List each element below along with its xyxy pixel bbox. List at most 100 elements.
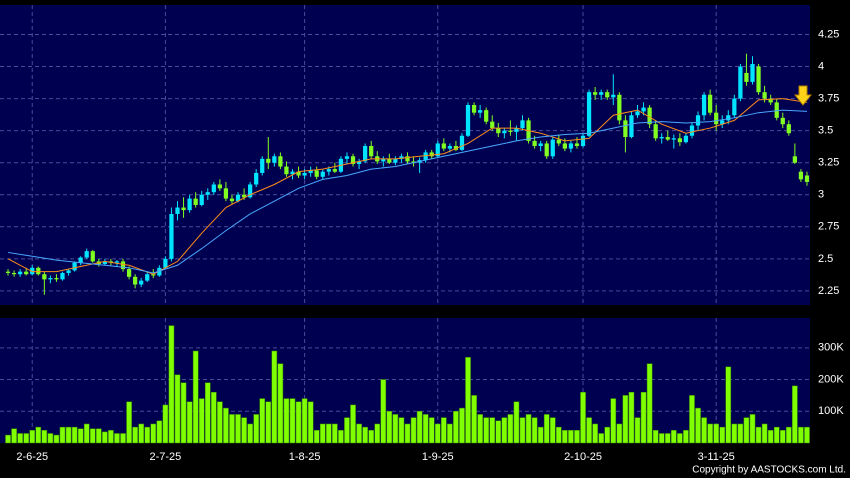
- candle-body: [344, 156, 350, 159]
- candle-body: [647, 107, 652, 125]
- candle-body: [738, 66, 743, 99]
- candle-body: [60, 272, 65, 280]
- volume-bar: [749, 414, 756, 444]
- candle-body: [369, 146, 374, 157]
- volume-bar: [646, 363, 653, 444]
- candle-body: [278, 156, 283, 167]
- volume-bar: [568, 430, 574, 444]
- candle-body: [356, 161, 362, 164]
- candle-body: [683, 135, 689, 143]
- volume-bar: [549, 417, 556, 444]
- volume-bar: [459, 407, 465, 444]
- volume-bar: [338, 430, 344, 444]
- candle-body: [635, 111, 640, 116]
- candle-body: [562, 143, 567, 149]
- candle-body: [393, 158, 398, 163]
- candle-body: [296, 171, 301, 176]
- volume-bar: [198, 398, 205, 444]
- candle-body: [720, 120, 725, 125]
- volume-bar: [755, 426, 762, 444]
- volume-bar: [743, 417, 750, 444]
- candle-body: [659, 137, 664, 139]
- candle-body: [550, 139, 555, 157]
- candle-body: [768, 98, 773, 103]
- volume-bar: [186, 401, 193, 444]
- candle-body: [193, 198, 198, 205]
- volume-bar: [180, 382, 187, 444]
- candle-body: [532, 140, 537, 147]
- candle-body: [453, 146, 459, 150]
- volume-bar: [616, 423, 623, 444]
- volume-bar: [416, 411, 423, 444]
- y-tick-label: 2.5: [818, 253, 833, 265]
- candle-body: [5, 271, 11, 273]
- candle-body: [42, 274, 47, 280]
- candle-body: [145, 274, 150, 281]
- candle-body: [139, 280, 144, 285]
- y-tick-label: 2.25: [818, 285, 839, 297]
- volume-bar: [283, 398, 290, 444]
- candle-body: [84, 251, 89, 258]
- y-tick-label: 3.75: [818, 92, 839, 104]
- price-panel: [0, 5, 810, 305]
- volume-bar: [168, 325, 175, 444]
- volume-bar: [658, 433, 665, 444]
- volume-bar: [96, 428, 102, 444]
- candle-body: [169, 213, 174, 259]
- volume-bar: [398, 417, 405, 444]
- candle-body: [126, 269, 132, 277]
- volume-bar: [767, 430, 774, 444]
- candle-body: [429, 152, 434, 157]
- candle-body: [701, 94, 707, 116]
- y-tick-label: 4: [818, 60, 824, 72]
- y-tick-label: 3: [818, 189, 824, 201]
- candle-body: [568, 143, 574, 149]
- y-tick-label: 300K: [818, 342, 844, 354]
- candle-body: [508, 130, 513, 132]
- volume-bar: [634, 417, 641, 444]
- volume-bar: [17, 433, 23, 444]
- volume-panel: [0, 318, 810, 443]
- volume-bar: [235, 414, 241, 444]
- y-tick-label: 3.5: [818, 125, 833, 137]
- candle-body: [484, 110, 489, 122]
- candle-body: [266, 158, 271, 163]
- candle-body: [623, 120, 628, 138]
- volume-bar: [701, 417, 707, 444]
- volume-bar: [71, 426, 78, 444]
- y-tick-label: 100K: [818, 405, 844, 417]
- candle-body: [90, 251, 95, 262]
- volume-bar: [428, 417, 435, 444]
- volume-bar: [144, 426, 151, 444]
- candle-body: [290, 171, 295, 175]
- candle-body: [471, 105, 477, 113]
- volume-bar: [162, 404, 169, 444]
- candle-body: [11, 272, 17, 275]
- candle-body: [223, 188, 229, 199]
- x-tick-label: 3-11-25: [698, 451, 735, 463]
- volume-bar: [344, 417, 350, 444]
- candle-body: [514, 128, 519, 132]
- volume-bar: [640, 391, 647, 444]
- volume-bar: [253, 414, 259, 444]
- candle-body: [308, 170, 313, 173]
- candle-body: [78, 257, 83, 263]
- candle-body: [102, 261, 107, 264]
- volume-bar: [89, 428, 96, 444]
- volume-bar: [120, 433, 126, 444]
- volume-bar: [362, 426, 368, 444]
- volume-bar: [410, 417, 417, 444]
- volume-bar: [313, 430, 320, 444]
- candle-body: [332, 169, 337, 172]
- volume-bar: [477, 414, 483, 444]
- candle-body: [199, 194, 204, 205]
- volume-bar: [574, 430, 580, 444]
- volume-bar: [241, 417, 247, 444]
- candle-body: [677, 138, 682, 143]
- candle-body: [350, 156, 356, 164]
- copyright: Copyright by AASTOCKS.com Ltd.: [692, 465, 846, 476]
- candle-body: [611, 94, 616, 98]
- volume-bar: [156, 420, 163, 444]
- candle-body: [441, 143, 446, 149]
